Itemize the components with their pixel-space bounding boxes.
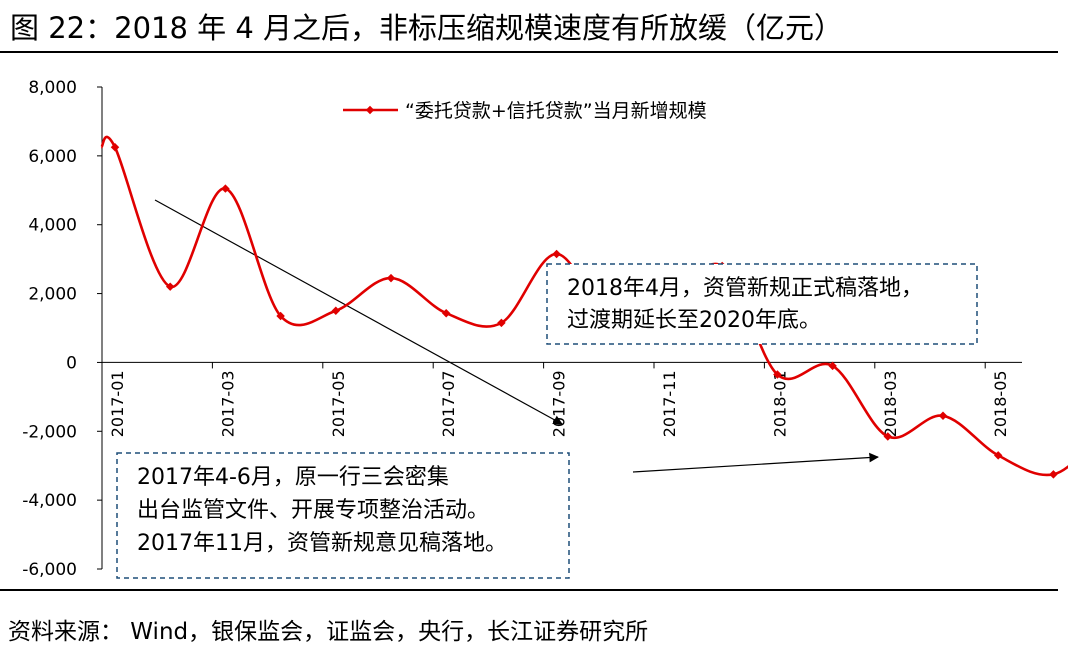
figure-title: 图 22：2018 年 4 月之后，非标压缩规模速度有所放缓（亿元） — [10, 11, 844, 45]
x-tick-label: 2017-07 — [439, 370, 458, 437]
data-point — [1049, 470, 1058, 479]
note-2017-box — [116, 452, 570, 579]
data-point — [883, 432, 893, 441]
data-point — [497, 318, 506, 328]
y-tick-label: -4,000 — [22, 491, 77, 511]
data-point — [828, 361, 837, 371]
note-2017-text: 出台监管文件、开展专项整治活动。 — [137, 498, 489, 523]
flattening-trend-arrow — [632, 452, 879, 473]
legend-marker — [365, 105, 375, 115]
x-tick-label: 2017-01 — [108, 370, 127, 437]
data-point — [993, 451, 1003, 460]
series-line — [99, 135, 1068, 477]
data-point — [221, 184, 230, 193]
data-point — [386, 273, 396, 283]
x-tick-label: 2018-01 — [770, 370, 789, 437]
y-tick-label: 6,000 — [28, 147, 77, 167]
y-tick-label: 2,000 — [28, 285, 77, 305]
x-tick-label: 2018-03 — [881, 370, 900, 437]
data-point — [441, 308, 451, 318]
line-chart: -6,000-4,000-2,00002,0004,0006,0008,000 … — [22, 78, 1068, 580]
y-axis: -6,000 -4,000 -2,000 0 2,000 4,000 6,000 8,000 — [22, 78, 103, 580]
note-2017-text: 2017年4-6月，原一行三会密集 — [137, 465, 449, 490]
annotation-layer: 2018年4月，资管新规正式稿落地， 过渡期延长至2020年底。 2017年4-6月… — [116, 263, 978, 579]
y-tick-label: 4,000 — [28, 216, 77, 236]
data-point — [773, 370, 782, 379]
y-tick-label: 0 — [66, 353, 77, 373]
x-tick-label: 2017-03 — [218, 370, 237, 437]
legend: “委托贷款+信托贷款”当月新增规模 — [343, 100, 707, 122]
y-tick-label: -2,000 — [22, 422, 77, 442]
x-tick-label: 2017-09 — [550, 370, 569, 437]
source-note: 资料来源： Wind，银保监会，证监会，央行，长江证券研究所 — [8, 619, 649, 645]
x-axis: 2017-01 2017-03 2017-05 2017-07 2017-09 2017-… — [101, 361, 1022, 437]
data-point — [552, 249, 561, 259]
downtrend-arrow — [154, 199, 563, 425]
note-2018-text: 2018年4月，资管新规正式稿落地， — [567, 276, 923, 301]
x-tick-label: 2017-11 — [660, 370, 679, 437]
y-tick-label: 8,000 — [28, 78, 77, 98]
data-point — [276, 311, 285, 321]
note-2018-box — [546, 263, 978, 345]
data-point — [165, 282, 175, 291]
data-point — [331, 306, 341, 316]
x-tick-label: 2018-05 — [991, 370, 1010, 437]
note-2017-text: 2017年11月，资管新规意见稿落地。 — [137, 531, 507, 556]
bottom-rule — [0, 589, 1058, 591]
top-rule — [0, 51, 1058, 53]
trend-arrows — [154, 199, 879, 473]
note-2018-text: 过渡期延长至2020年底。 — [567, 308, 821, 333]
data-point — [110, 143, 120, 152]
x-tick-label: 2017-05 — [329, 370, 348, 437]
y-tick-label: -6,000 — [22, 560, 77, 580]
data-point — [938, 411, 948, 421]
legend-label: “委托贷款+信托贷款”当月新增规模 — [405, 100, 707, 122]
